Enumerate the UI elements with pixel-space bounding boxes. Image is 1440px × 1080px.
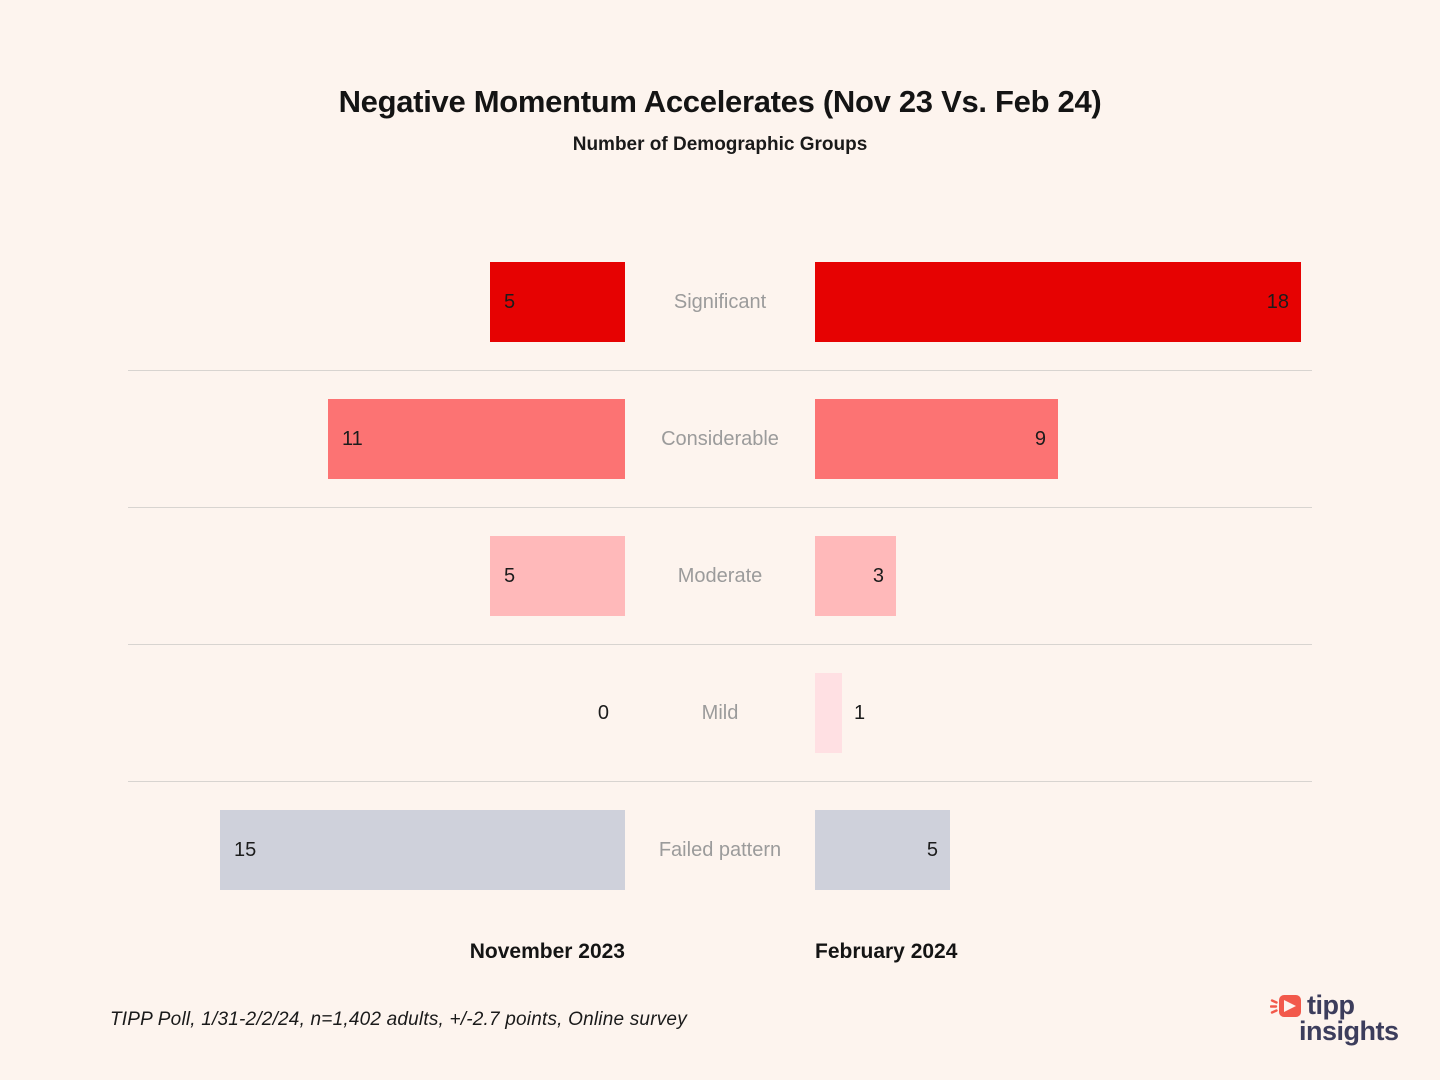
november-bar: 5 — [490, 536, 625, 616]
february-track: 9 — [815, 399, 1312, 479]
axis-label-november-2023: November 2023 — [469, 940, 625, 963]
february-track: 1 — [815, 673, 1312, 753]
february-track: 5 — [815, 810, 1312, 890]
bar-value: 5 — [926, 838, 938, 861]
bar-value: 0 — [597, 701, 609, 724]
chart-row: 11 Considerable 9 — [128, 370, 1312, 507]
february-bar: 18 — [815, 262, 1301, 342]
november-bar: 15 — [220, 810, 625, 890]
source-note: TIPP Poll, 1/31-2/2/24, n=1,402 adults, … — [110, 1009, 687, 1030]
category-label: Mild — [701, 701, 739, 724]
tipp-insights-logo: tipp insights — [1270, 992, 1420, 1048]
series-axis-labels: November 2023 February 2024 — [128, 940, 1312, 964]
category-label: Significant — [673, 290, 767, 313]
chart-title: Negative Momentum Accelerates (Nov 23 Vs… — [338, 84, 1102, 119]
bar-value: 18 — [1266, 290, 1289, 313]
chart-subtitle: Number of Demographic Groups — [572, 134, 868, 155]
november-bar: 11 — [328, 399, 625, 479]
bar-value: 5 — [504, 564, 516, 587]
bar-value: 9 — [1034, 427, 1046, 450]
chart-row: 5 Significant 18 — [128, 234, 1312, 370]
february-track: 3 — [815, 536, 1312, 616]
february-bar: 5 — [815, 810, 950, 890]
bar-value: 1 — [854, 701, 866, 724]
november-track: 5 — [128, 536, 625, 616]
november-track: 0 — [128, 673, 625, 753]
november-track: 15 — [128, 810, 625, 890]
february-bar — [815, 673, 842, 753]
february-bar: 3 — [815, 536, 896, 616]
bar-value: 15 — [234, 838, 257, 861]
logo-text-insights: insights — [1299, 1016, 1399, 1046]
bar-value: 5 — [504, 290, 516, 313]
diverging-bar-chart: 5 Significant 18 11 Considerable 9 5 Moderate 3 0… — [128, 234, 1312, 918]
tipp-logo-icon — [1270, 995, 1301, 1017]
february-bar: 9 — [815, 399, 1058, 479]
chart-row: 15 Failed pattern 5 — [128, 781, 1312, 918]
chart-row: 5 Moderate 3 — [128, 507, 1312, 644]
november-bar: 5 — [490, 262, 625, 342]
november-track: 5 — [128, 262, 625, 342]
bar-value: 11 — [342, 427, 363, 450]
chart-row: 0 Mild 1 — [128, 644, 1312, 781]
bar-value: 3 — [872, 564, 884, 587]
category-label: Moderate — [677, 564, 763, 587]
november-track: 11 — [128, 399, 625, 479]
axis-label-february-2024: February 2024 — [815, 940, 958, 963]
category-label: Considerable — [661, 427, 779, 450]
february-track: 18 — [815, 262, 1312, 342]
category-label: Failed pattern — [658, 838, 782, 861]
logo-text-tipp: tipp — [1307, 990, 1355, 1020]
chart-footer: TIPP Poll, 1/31-2/2/24, n=1,402 adults, … — [0, 992, 1440, 1048]
